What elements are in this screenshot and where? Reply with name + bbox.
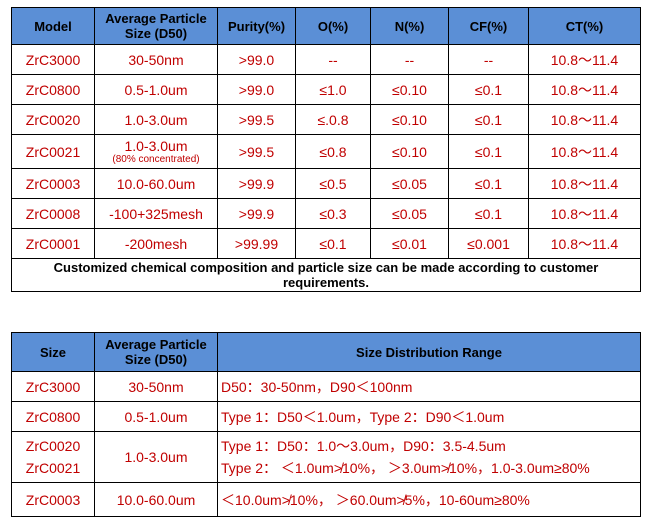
table-note-row: Customized chemical composition and part… [11, 258, 641, 292]
cell-total-carbon: 10.8～11.4 [528, 74, 641, 105]
cell-range: Type 1：D50＜1.0um，Type 2：D90＜1.0um [217, 401, 641, 432]
cell-free-carbon: ≤0.1 [448, 134, 529, 169]
header-average-particle-size: Average Particle Size (D50) [94, 332, 218, 372]
cell-purity: >99.5 [217, 134, 296, 169]
header-purity: Purity(%) [217, 7, 296, 45]
header-free-carbon: CF(%) [448, 7, 529, 45]
cell-total-carbon: 10.8～11.4 [528, 228, 641, 259]
cell-purity: >99.0 [217, 44, 296, 75]
table-row: ZrC0021 1.0-3.0um (80% concentrated) >99… [11, 134, 641, 169]
cell-model: ZrC0001 [11, 228, 95, 259]
cell-free-carbon: ≤0.1 [448, 74, 529, 105]
cell-size: 0.5-1.0um [94, 401, 218, 432]
cell-free-carbon: ≤0.1 [448, 104, 529, 135]
cell-purity: >99.9 [217, 168, 296, 199]
cell-oxygen: ≤0.1 [295, 228, 371, 259]
table-row: ZrC0800 0.5-1.0um >99.0 ≤1.0 ≤0.10 ≤0.1 … [11, 74, 641, 105]
cell-model: ZrC0800 [11, 74, 95, 105]
cell-free-carbon: ≤0.001 [448, 228, 529, 259]
cell-nitrogen: ≤0.10 [370, 74, 449, 105]
header-size: Size [11, 332, 95, 372]
cell-size: 30-50nm [94, 44, 218, 75]
cell-free-carbon: -- [448, 44, 529, 75]
cell-size: -100+325mesh [94, 198, 218, 229]
cell-model: ZrC0021 [11, 134, 95, 169]
table-row: ZrC0003 10.0-60.0um >99.9 ≤0.5 ≤0.05 ≤0.… [11, 168, 641, 199]
cell-size: 1.0-3.0um [94, 431, 218, 483]
cell-total-carbon: 10.8～11.4 [528, 44, 641, 75]
range-line: Type 2： ＜1.0um≯10%， ＞3.0um≯10%，1.0-3.0um… [221, 460, 590, 476]
cell-nitrogen: ≤0.01 [370, 228, 449, 259]
cell-free-carbon: ≤0.1 [448, 168, 529, 199]
cell-model: ZrC3000 [11, 371, 95, 402]
header-total-carbon: CT(%) [528, 7, 641, 45]
header-size-distribution-range: Size Distribution Range [217, 332, 641, 372]
cell-model: ZrC0020 ZrC0021 [11, 431, 95, 483]
cell-total-carbon: 10.8～11.4 [528, 134, 641, 169]
cell-nitrogen: ≤0.10 [370, 134, 449, 169]
cell-nitrogen: ≤0.10 [370, 104, 449, 135]
cell-size: 1.0-3.0um [94, 104, 218, 135]
cell-purity: >99.99 [217, 228, 296, 259]
table-row: ZrC0020 1.0-3.0um >99.5 ≤.0.8 ≤0.10 ≤0.1… [11, 104, 641, 135]
cell-model: ZrC0008 [11, 198, 95, 229]
cell-size: 10.0-60.0um [94, 168, 218, 199]
cell-size: 0.5-1.0um [94, 74, 218, 105]
composition-table: Model Average Particle Size (D50) Purity… [11, 7, 641, 292]
cell-free-carbon: ≤0.1 [448, 198, 529, 229]
cell-oxygen: ≤.0.8 [295, 104, 371, 135]
table-row: ZrC0008 -100+325mesh >99.9 ≤0.3 ≤0.05 ≤0… [11, 198, 641, 229]
cell-range: D50：30-50nm，D90＜100nm [217, 371, 641, 402]
cell-model: ZrC3000 [11, 44, 95, 75]
cell-nitrogen: ≤0.05 [370, 198, 449, 229]
cell-size: 1.0-3.0um (80% concentrated) [94, 134, 218, 169]
table-header-row: Model Average Particle Size (D50) Purity… [11, 7, 641, 45]
cell-model: ZrC0003 [11, 482, 95, 517]
size-value: 1.0-3.0um [124, 137, 188, 154]
cell-oxygen: ≤0.8 [295, 134, 371, 169]
cell-total-carbon: 10.8～11.4 [528, 168, 641, 199]
table-row: ZrC0800 0.5-1.0um Type 1：D50＜1.0um，Type … [11, 401, 641, 432]
cell-oxygen: ≤1.0 [295, 74, 371, 105]
cell-range: ＜10.0um≯10%， ＞60.0um≯5%，10-60um≥80% [217, 482, 641, 517]
cell-model: ZrC0020 [11, 104, 95, 135]
table-row: ZrC0003 10.0-60.0um ＜10.0um≯10%， ＞60.0um… [11, 482, 641, 517]
table-row: ZrC0020 ZrC0021 1.0-3.0um Type 1：D50：1.0… [11, 431, 641, 483]
cell-total-carbon: 10.8～11.4 [528, 198, 641, 229]
cell-size: -200mesh [94, 228, 218, 259]
cell-oxygen: ≤0.5 [295, 168, 371, 199]
cell-total-carbon: 10.8～11.4 [528, 104, 641, 135]
cell-size: 30-50nm [94, 371, 218, 402]
range-line: Type 1：D50：1.0～3.0um，D90：3.5-4.5um [221, 438, 506, 454]
table-row: ZrC0001 -200mesh >99.99 ≤0.1 ≤0.01 ≤0.00… [11, 228, 641, 259]
cell-model: ZrC0003 [11, 168, 95, 199]
cell-size: 10.0-60.0um [94, 482, 218, 517]
header-average-particle-size: Average Particle Size (D50) [94, 7, 218, 45]
model-value: ZrC0021 [25, 460, 81, 476]
cell-range: Type 1：D50：1.0～3.0um，D90：3.5-4.5um Type … [217, 431, 641, 483]
cell-nitrogen: ≤0.05 [370, 168, 449, 199]
cell-purity: >99.9 [217, 198, 296, 229]
table-header-row: Size Average Particle Size (D50) Size Di… [11, 332, 641, 372]
cell-oxygen: -- [295, 44, 371, 75]
header-nitrogen: N(%) [370, 7, 449, 45]
size-distribution-table: Size Average Particle Size (D50) Size Di… [11, 332, 641, 517]
header-oxygen: O(%) [295, 7, 371, 45]
size-note: (80% concentrated) [112, 153, 200, 165]
cell-nitrogen: -- [370, 44, 449, 75]
customization-note: Customized chemical composition and part… [11, 258, 641, 292]
table-row: ZrC3000 30-50nm >99.0 -- -- -- 10.8～11.4 [11, 44, 641, 75]
header-model: Model [11, 7, 95, 45]
cell-purity: >99.0 [217, 74, 296, 105]
cell-purity: >99.5 [217, 104, 296, 135]
table-row: ZrC3000 30-50nm D50：30-50nm，D90＜100nm [11, 371, 641, 402]
model-value: ZrC0020 [25, 438, 81, 454]
cell-oxygen: ≤0.3 [295, 198, 371, 229]
cell-model: ZrC0800 [11, 401, 95, 432]
